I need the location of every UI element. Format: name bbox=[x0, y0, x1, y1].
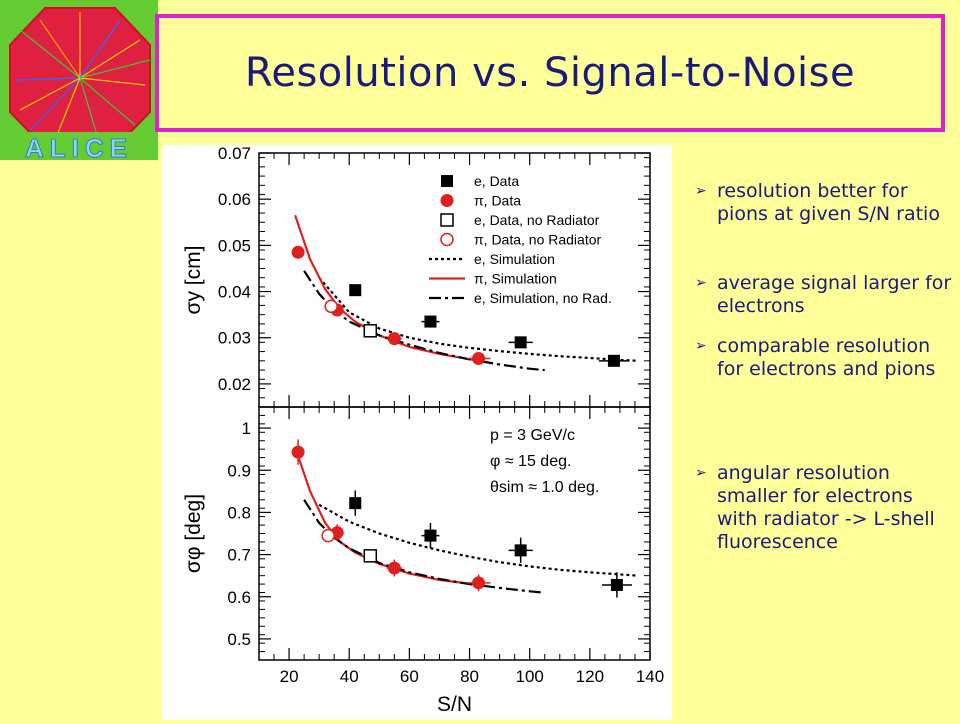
y-tick-label: 0.03 bbox=[218, 329, 251, 348]
legend-label: e, Data bbox=[474, 173, 519, 189]
legend-marker bbox=[440, 232, 454, 247]
plot-sigma-phi: 0.5 0.6 0.7 0.8 0.9 1 σφ [deg] p = 3 GeV/c φ ≈ 1… bbox=[182, 406, 664, 716]
y-tick-label: 0.06 bbox=[218, 190, 251, 209]
alice-logo: ALICE bbox=[0, 0, 158, 164]
series-line bbox=[318, 503, 639, 577]
x-tick-label: 40 bbox=[340, 667, 359, 686]
data-point bbox=[472, 576, 486, 590]
bullet-item: ➢ resolution better for pions at given S… bbox=[695, 180, 957, 226]
legend-marker bbox=[440, 194, 454, 207]
legend-label: e, Simulation bbox=[474, 251, 555, 267]
legend-marker bbox=[440, 213, 454, 227]
legend-label: π, Data, no Radiator bbox=[474, 232, 602, 248]
bullet-item: ➢ angular resolution smaller for electro… bbox=[695, 462, 957, 554]
legend-marker bbox=[441, 175, 453, 187]
resolution-chart: 0.02 0.03 0.04 0.05 0.06 0.07 σy [cm] e, Data π,… bbox=[162, 144, 672, 720]
slide-title: Resolution vs. Signal-to-Noise bbox=[244, 50, 856, 96]
y-tick-label: 0.8 bbox=[227, 503, 251, 522]
data-point bbox=[514, 544, 527, 557]
figure-panel: 0.02 0.03 0.04 0.05 0.06 0.07 σy [cm] e, Data π,… bbox=[162, 144, 672, 720]
y-tick-label: 0.6 bbox=[227, 588, 251, 607]
x-tick-label: 100 bbox=[516, 667, 544, 686]
alice-logo-graphic: ALICE bbox=[0, 0, 158, 164]
y-tick-label: 0.02 bbox=[218, 375, 251, 394]
annotation-label: p = 3 GeV/c bbox=[490, 427, 575, 444]
y-tick-label: 0.04 bbox=[218, 283, 251, 302]
data-point bbox=[424, 315, 437, 328]
data-point bbox=[321, 528, 335, 543]
annotation-label: φ ≈ 15 deg. bbox=[490, 453, 571, 470]
y-axis-label: σy [cm] bbox=[182, 246, 205, 315]
legend-label: π, Simulation bbox=[474, 271, 557, 287]
bullet-text: angular resolution smaller for electrons… bbox=[717, 462, 935, 553]
arrow-bullet-icon: ➢ bbox=[695, 338, 707, 354]
data-point bbox=[291, 245, 305, 259]
y-tick-label: 0.9 bbox=[227, 461, 251, 480]
x-tick-label: 140 bbox=[636, 667, 664, 686]
bullet-text: average signal larger for electrons bbox=[717, 272, 952, 317]
arrow-bullet-icon: ➢ bbox=[695, 183, 707, 199]
plot-sigma-y: 0.02 0.03 0.04 0.05 0.06 0.07 σy [cm] e, Data π,… bbox=[182, 144, 651, 408]
data-point bbox=[424, 529, 437, 542]
x-tick-label: 80 bbox=[460, 667, 479, 686]
legend-label: e, Simulation, no Rad. bbox=[474, 290, 612, 306]
data-point bbox=[291, 445, 305, 459]
x-axis-label: S/N bbox=[437, 693, 472, 716]
data-point bbox=[363, 324, 378, 338]
y-tick-label: 1 bbox=[242, 419, 251, 438]
bullet-item: ➢ average signal larger for electrons bbox=[695, 272, 957, 318]
series-line bbox=[294, 446, 479, 586]
data-point bbox=[349, 284, 362, 297]
data-point bbox=[607, 354, 620, 367]
arrow-bullet-icon: ➢ bbox=[695, 275, 707, 291]
data-point bbox=[514, 336, 527, 349]
bullet-item: ➢ comparable resolution for electrons an… bbox=[695, 335, 957, 381]
series-line bbox=[294, 214, 479, 362]
legend-label: π, Data bbox=[474, 193, 521, 209]
y-tick-label: 0.05 bbox=[218, 236, 251, 255]
title-box: Resolution vs. Signal-to-Noise bbox=[155, 14, 945, 132]
logo-text: ALICE bbox=[25, 133, 133, 160]
data-point bbox=[363, 549, 378, 563]
data-point bbox=[387, 332, 401, 346]
legend-label: e, Data, no Radiator bbox=[474, 212, 600, 228]
annotation-label: θsim ≈ 1.0 deg. bbox=[490, 479, 599, 496]
y-tick-label: 0.7 bbox=[227, 546, 251, 565]
x-tick-label: 20 bbox=[280, 667, 299, 686]
data-point bbox=[610, 578, 623, 591]
y-tick-label: 0.5 bbox=[227, 630, 251, 649]
series-line bbox=[303, 270, 545, 372]
x-tick-label: 60 bbox=[400, 667, 419, 686]
x-tick-label: 120 bbox=[576, 667, 604, 686]
logo-footer bbox=[0, 132, 158, 160]
figure-background bbox=[162, 145, 672, 720]
data-point bbox=[472, 352, 486, 366]
bullet-text: comparable resolution for electrons and … bbox=[717, 335, 936, 380]
data-point bbox=[324, 299, 338, 314]
bullet-text: resolution better for pions at given S/N… bbox=[717, 180, 940, 225]
data-point bbox=[387, 561, 401, 575]
data-point bbox=[349, 497, 362, 510]
y-tick-label: 0.07 bbox=[218, 145, 251, 163]
y-axis-label: σφ [deg] bbox=[182, 494, 205, 573]
arrow-bullet-icon: ➢ bbox=[695, 465, 707, 481]
